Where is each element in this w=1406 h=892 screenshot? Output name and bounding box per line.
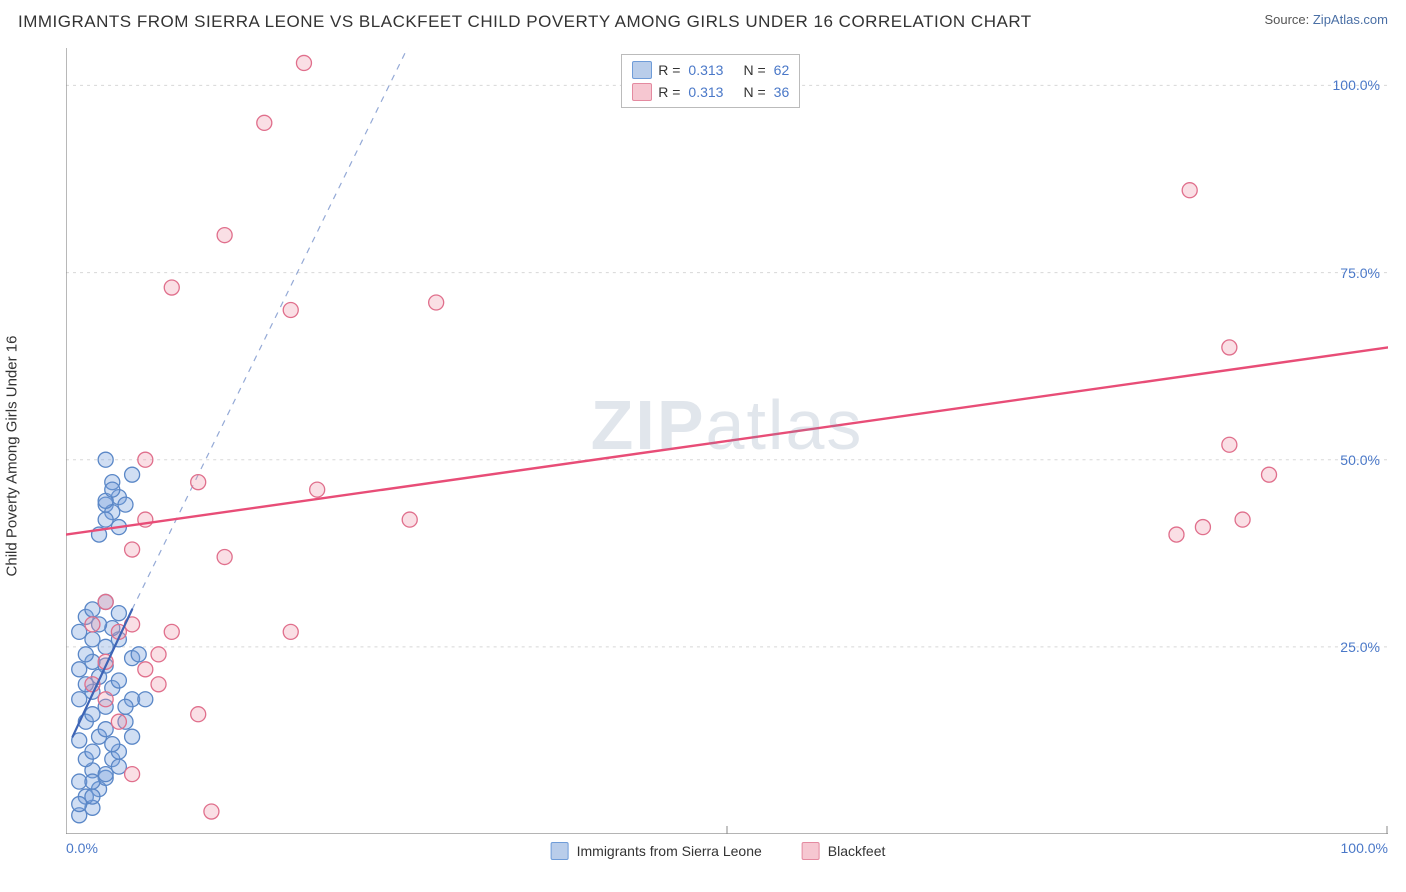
corr-legend-row-blackfeet: R = 0.313 N = 36 <box>632 81 789 103</box>
legend-swatch-icon <box>632 61 652 79</box>
source-prefix: Source: <box>1264 12 1312 27</box>
y-tick-label: 100.0% <box>1333 77 1380 93</box>
legend-label: Immigrants from Sierra Leone <box>577 843 762 859</box>
correlation-legend: R = 0.313 N = 62 R = 0.313 N = 36 <box>621 54 800 108</box>
scatter-plot-svg <box>66 48 1388 834</box>
legend-item-sierra_leone: Immigrants from Sierra Leone <box>551 842 762 860</box>
r-label: R = <box>658 84 680 100</box>
corr-legend-row-sierra_leone: R = 0.313 N = 62 <box>632 59 789 81</box>
chart-area: Child Poverty Among Girls Under 16 ZIPat… <box>48 48 1388 864</box>
legend-swatch-icon <box>802 842 820 860</box>
r-label: R = <box>658 62 680 78</box>
r-value: 0.313 <box>688 84 723 100</box>
legend-swatch-icon <box>551 842 569 860</box>
header: IMMIGRANTS FROM SIERRA LEONE VS BLACKFEE… <box>0 0 1406 36</box>
r-value: 0.313 <box>688 62 723 78</box>
y-tick-label: 75.0% <box>1340 265 1380 281</box>
n-value: 36 <box>774 84 790 100</box>
chart-title: IMMIGRANTS FROM SIERRA LEONE VS BLACKFEE… <box>18 12 1032 32</box>
source-link[interactable]: ZipAtlas.com <box>1313 12 1388 27</box>
legend-item-blackfeet: Blackfeet <box>802 842 886 860</box>
legend-label: Blackfeet <box>828 843 886 859</box>
plot-region: ZIPatlas R =0.313N =62R =0.313N =36 25.0… <box>66 48 1388 834</box>
y-tick-label: 50.0% <box>1340 452 1380 468</box>
x-tick-label: 0.0% <box>66 840 98 856</box>
source-attribution: Source: ZipAtlas.com <box>1264 12 1388 27</box>
series-legend: Immigrants from Sierra Leone Blackfeet <box>551 842 886 860</box>
y-tick-label: 25.0% <box>1340 639 1380 655</box>
n-label: N = <box>743 62 765 78</box>
legend-swatch-icon <box>632 83 652 101</box>
x-tick-label: 100.0% <box>1341 840 1388 856</box>
n-label: N = <box>743 84 765 100</box>
y-axis-label: Child Poverty Among Girls Under 16 <box>4 336 21 577</box>
n-value: 62 <box>774 62 790 78</box>
